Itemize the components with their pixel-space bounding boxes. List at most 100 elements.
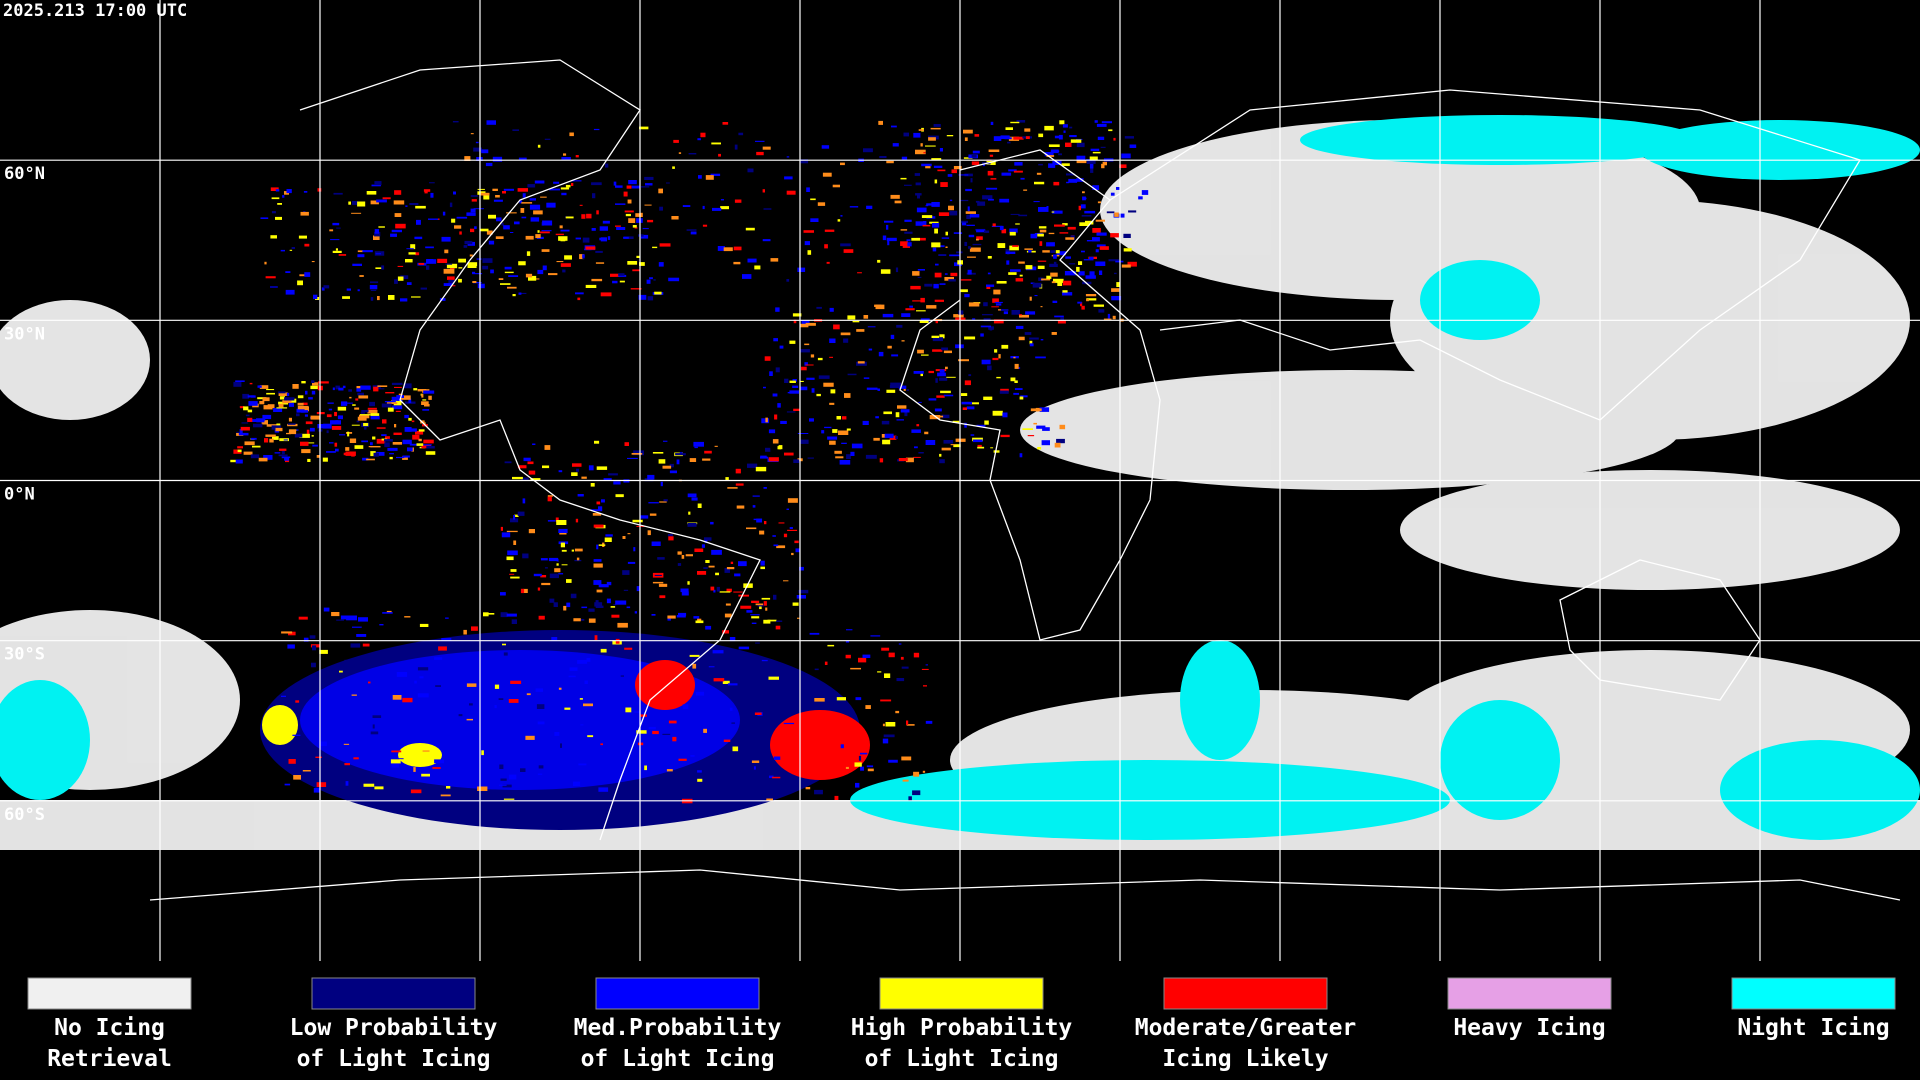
speckle	[878, 351, 884, 357]
speckle	[827, 644, 835, 647]
legend-label: No Icing	[54, 1015, 165, 1041]
speckle	[579, 618, 585, 621]
speckle	[645, 183, 653, 186]
speckle	[904, 219, 912, 222]
speckle	[840, 243, 851, 247]
speckle	[726, 567, 735, 570]
speckle	[1085, 294, 1097, 297]
speckle	[668, 536, 674, 541]
speckle	[913, 456, 921, 458]
speckle	[529, 204, 541, 210]
speckle	[356, 386, 364, 390]
speckle	[1012, 245, 1019, 247]
speckle	[421, 393, 424, 398]
speckle	[525, 273, 533, 278]
speckle	[863, 148, 873, 153]
speckle	[901, 666, 909, 669]
speckle	[1018, 261, 1025, 264]
speckle	[396, 456, 405, 459]
speckle	[1042, 250, 1050, 253]
speckle	[1062, 280, 1072, 286]
speckle	[410, 244, 416, 250]
speckle	[537, 587, 541, 591]
speckle	[1106, 211, 1115, 214]
speckle	[769, 698, 779, 704]
speckle	[1044, 125, 1054, 131]
speckle	[647, 219, 654, 223]
speckle	[510, 576, 520, 579]
speckle	[581, 214, 586, 219]
speckle	[752, 495, 760, 497]
speckle	[375, 792, 384, 797]
speckle	[250, 454, 260, 459]
speckle	[309, 427, 315, 432]
speckle	[738, 561, 747, 567]
speckle	[577, 297, 581, 301]
speckle	[804, 343, 810, 346]
speckle	[588, 618, 596, 623]
legend-label: of Light Icing	[297, 1046, 491, 1072]
speckle	[866, 387, 878, 390]
speckle	[334, 442, 338, 447]
region	[1440, 700, 1560, 820]
speckle	[384, 654, 389, 659]
speckle	[382, 419, 387, 424]
speckle	[475, 141, 479, 144]
speckle	[594, 440, 600, 444]
speckle	[408, 398, 412, 404]
speckle	[542, 220, 553, 226]
speckle	[568, 675, 576, 678]
speckle	[786, 190, 796, 195]
speckle	[881, 420, 890, 425]
region	[1180, 640, 1260, 760]
speckle	[296, 408, 305, 413]
speckle	[1010, 269, 1021, 272]
speckle	[284, 783, 291, 786]
speckle	[329, 229, 334, 232]
speckle	[804, 241, 810, 246]
speckle	[901, 156, 908, 160]
speckle	[953, 166, 962, 170]
speckle	[934, 408, 942, 412]
speckle	[418, 263, 425, 265]
speckle	[458, 267, 463, 269]
speckle	[395, 223, 406, 229]
speckle	[988, 198, 994, 201]
speckle	[1013, 356, 1016, 359]
speckle	[745, 227, 755, 231]
speckle	[346, 615, 357, 621]
speckle	[916, 424, 920, 427]
speckle	[519, 200, 523, 204]
speckle	[719, 591, 731, 593]
speckle	[1013, 136, 1024, 140]
speckle	[445, 617, 449, 619]
speckle	[1051, 211, 1055, 213]
speckle	[809, 418, 814, 422]
speckle	[711, 549, 722, 555]
speckle	[360, 414, 371, 416]
speckle	[405, 205, 408, 207]
speckle	[257, 385, 262, 388]
speckle	[413, 388, 418, 391]
speckle	[348, 201, 351, 205]
speckle	[358, 395, 369, 399]
speckle	[300, 441, 309, 446]
speckle	[559, 225, 563, 229]
speckle	[1067, 226, 1076, 230]
speckle	[639, 262, 645, 266]
speckle	[703, 728, 707, 733]
speckle	[977, 201, 986, 206]
speckle	[886, 224, 889, 230]
speckle	[400, 298, 408, 302]
speckle	[500, 778, 507, 781]
speckle	[751, 622, 757, 624]
speckle	[569, 132, 574, 137]
speckle	[727, 683, 738, 686]
speckle	[652, 452, 664, 454]
speckle	[840, 744, 844, 749]
latitude-label: 60°N	[4, 164, 45, 184]
speckle	[274, 452, 281, 454]
speckle	[998, 309, 1001, 311]
speckle	[424, 404, 430, 407]
